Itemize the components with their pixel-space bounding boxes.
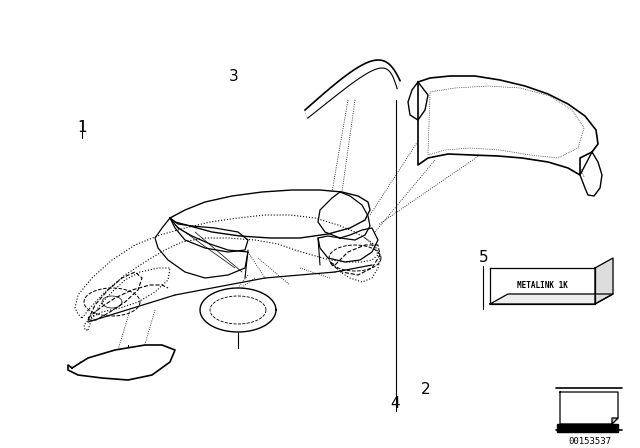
Polygon shape: [200, 288, 276, 332]
Text: 1: 1: [77, 120, 87, 135]
Polygon shape: [68, 345, 175, 380]
Polygon shape: [490, 294, 613, 304]
Text: 3: 3: [228, 69, 239, 84]
Text: 00153537: 00153537: [568, 438, 611, 447]
Polygon shape: [490, 268, 595, 304]
Text: METALINK 1K: METALINK 1K: [517, 281, 568, 290]
Text: 5: 5: [478, 250, 488, 265]
Polygon shape: [560, 392, 618, 424]
Polygon shape: [612, 418, 618, 424]
Polygon shape: [305, 60, 400, 118]
Polygon shape: [557, 424, 618, 432]
Polygon shape: [418, 76, 598, 175]
Text: 4: 4: [390, 396, 401, 411]
Text: 2: 2: [420, 382, 431, 397]
Polygon shape: [595, 258, 613, 304]
